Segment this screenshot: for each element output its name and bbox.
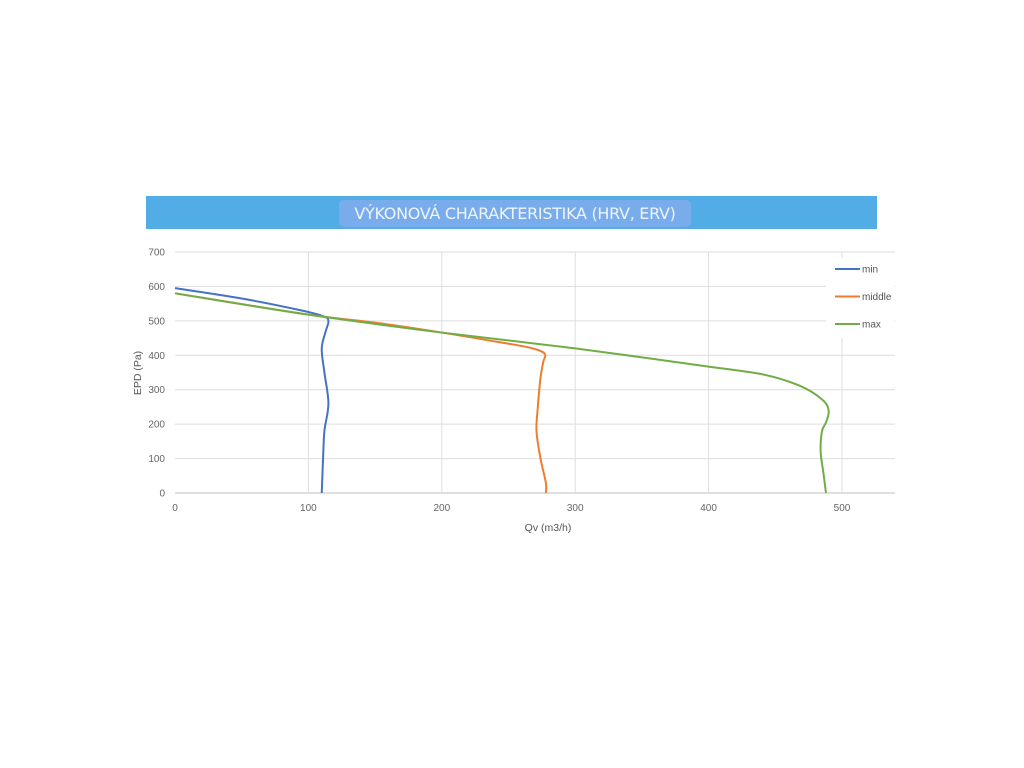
legend-label-middle: middle xyxy=(862,292,892,303)
y-tick-label: 500 xyxy=(148,316,165,327)
series-line-max xyxy=(174,292,830,494)
tick-labels: 0 100 200 300 400 500 600 700 0 100 200 300 400 500 xyxy=(148,248,850,515)
x-tick-label: 500 xyxy=(834,503,851,514)
x-tick-label: 300 xyxy=(567,503,584,514)
series-lines xyxy=(174,287,830,494)
x-tick-label: 0 xyxy=(172,503,178,514)
legend-label-min: min xyxy=(862,265,878,276)
y-tick-label: 200 xyxy=(148,420,165,431)
y-tick-label: 400 xyxy=(148,351,165,362)
y-tick-label: 0 xyxy=(159,489,165,500)
y-tick-label: 100 xyxy=(148,454,165,465)
x-tick-label: 100 xyxy=(300,503,317,514)
y-tick-label: 300 xyxy=(148,385,165,396)
legend: min middle max xyxy=(835,265,892,331)
x-axis-label: Qv (m3/h) xyxy=(525,522,572,534)
legend-label-max: max xyxy=(862,320,881,331)
x-tick-label: 400 xyxy=(700,503,717,514)
grid xyxy=(175,251,895,494)
y-tick-label: 600 xyxy=(148,282,165,293)
chart-title: VÝKONOVÁ CHARAKTERISTIKA (HRV, ERV) xyxy=(339,200,691,227)
y-axis-label: EPD (Pa) xyxy=(132,351,144,395)
series-line-min xyxy=(174,287,330,494)
series-line-middle xyxy=(174,292,548,494)
y-tick-label: 700 xyxy=(148,248,165,259)
x-tick-label: 200 xyxy=(433,503,450,514)
